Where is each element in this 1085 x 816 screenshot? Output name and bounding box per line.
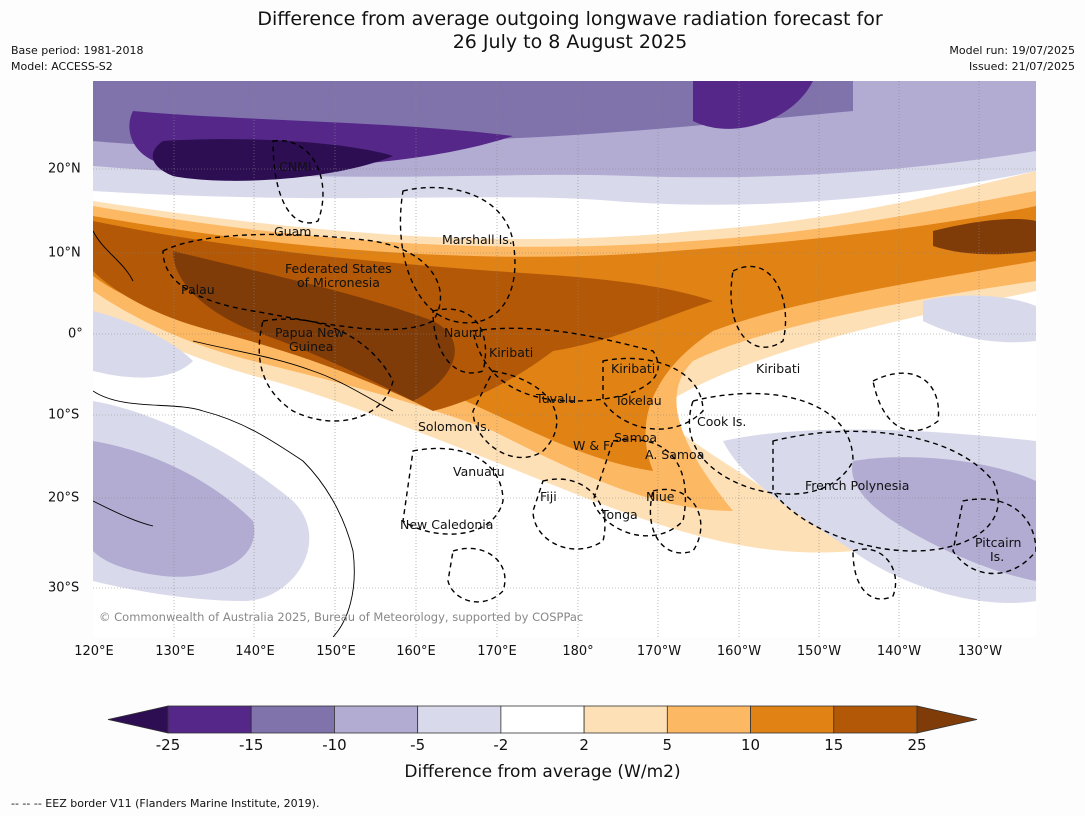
lon-tick: 150°E [316,644,356,659]
colorbar-tick-label: -25 [155,736,181,754]
colorbar-tick-label: 2 [579,736,589,754]
model-name: Model: ACCESS-S2 [11,60,113,73]
lat-tick: 10°S [48,407,80,423]
colorbar-swatch [583,705,668,734]
place-labels: CNMI Guam Marshall Is. Federated States … [181,159,1021,564]
graticule [93,81,1036,637]
lon-tick: 140°E [235,644,275,659]
place-png-2: Guinea [289,339,333,354]
lon-tick: 130°E [155,644,195,659]
colorbar-tick-label: 25 [907,736,927,754]
place-solomon: Solomon Is. [418,419,491,434]
place-vanuatu: Vanuatu [453,464,505,479]
lon-tick: 150°W [796,644,842,659]
place-nauru: Nauru [444,325,482,340]
colorbar-swatch [666,705,751,734]
place-french-polynesia: French Polynesia [805,478,909,493]
eez-borders [162,140,1036,603]
place-png-1: Papua New [275,325,344,340]
lat-tick: 30°S [48,580,80,596]
place-cook: Cook Is. [697,414,746,429]
chart-title: Difference from average outgoing longwav… [0,8,1085,54]
place-guam: Guam [274,224,311,239]
contour-pos-25 [173,251,455,401]
colorbar-tick-label: -5 [410,736,426,754]
contour-neg-15b [693,81,813,129]
place-new-caledonia: New Caledonia [400,517,493,532]
lon-tick: 170°E [477,644,517,659]
place-fsm-1: Federated States [285,261,392,276]
contour-neg-25 [152,139,393,181]
colorbar-extend-low [107,705,169,734]
colorbar-tick-label: -15 [238,736,264,754]
colorbar-swatch [250,705,335,734]
colorbar-swatch [500,705,585,734]
meta-right: Model run: 19/07/2025 Issued: 21/07/2025 [949,43,1075,75]
contour-neg-2-e [923,295,1036,343]
lon-tick: 160°W [716,644,762,659]
colorbar-swatch [334,705,419,734]
place-niue: Niue [646,489,675,504]
colorbar-swatch [167,705,252,734]
copyright-notice: © Commonwealth of Australia 2025, Bureau… [99,610,583,624]
title-line-1: Difference from average outgoing longwav… [257,8,883,30]
lat-tick: 20°N [48,161,81,177]
meta-left: Base period: 1981-2018 Model: ACCESS-S2 [11,43,143,75]
place-tonga: Tonga [600,507,638,522]
place-pitcairn-1: Pitcairn [975,535,1021,550]
place-kiribati-e: Kiribati [756,361,800,376]
place-fiji: Fiji [540,489,557,504]
place-fsm-2: of Micronesia [297,275,380,290]
place-samoa: Samoa [614,430,657,445]
place-palau: Palau [181,282,215,297]
footnote: -- -- -- EEZ border V11 (Flanders Marine… [11,797,320,810]
colorbar-swatch [833,705,918,734]
place-tokelau: Tokelau [614,393,662,408]
olr-anomaly-map: CNMI Guam Marshall Is. Federated States … [93,81,1036,637]
lat-tick: 20°S [48,490,80,506]
contour-neg-5-se [852,457,1036,581]
lon-tick: 160°E [396,644,436,659]
colorbar-tick-label: 10 [741,736,761,754]
place-kiribati-c: Kiribati [611,361,655,376]
place-pitcairn-2: Is. [990,549,1004,564]
place-marshall: Marshall Is. [442,232,513,247]
colorbar-tick-label: 15 [824,736,844,754]
place-asamoa: A. Samoa [645,447,704,462]
title-line-2: 26 July to 8 August 2025 [452,31,688,53]
lon-tick: 140°W [876,644,922,659]
base-period: Base period: 1981-2018 [11,44,144,57]
coastlines [93,230,394,637]
lon-tick: 180° [562,644,594,659]
colorbar-extend-high [916,705,978,734]
lon-tick: 170°W [636,644,682,659]
colorbar-title: Difference from average (W/m2) [404,762,681,782]
place-wf: W & F [573,438,610,453]
place-cnmi: CNMI [279,159,312,174]
lon-tick: 120°E [74,644,114,659]
contour-neg-2-w [93,311,193,378]
lat-tick: 0° [68,326,83,342]
colorbar-tick-label: -2 [493,736,509,754]
lat-tick: 10°N [48,245,81,261]
colorbar-swatch [750,705,835,734]
issued-date: Issued: 21/07/2025 [968,60,1075,73]
colorbar-swatch [417,705,502,734]
place-tuvalu: Tuvalu [535,391,576,406]
contour-pos-25b [933,219,1036,255]
colorbar-tick-label: -10 [322,736,347,754]
lon-tick: 130°W [957,644,1003,659]
model-run: Model run: 19/07/2025 [949,44,1075,57]
place-kiribati-w: Kiribati [489,345,533,360]
colorbar-tick-label: 5 [662,736,673,754]
colorbar [107,705,978,734]
contour-neg-5-sw [93,441,255,577]
